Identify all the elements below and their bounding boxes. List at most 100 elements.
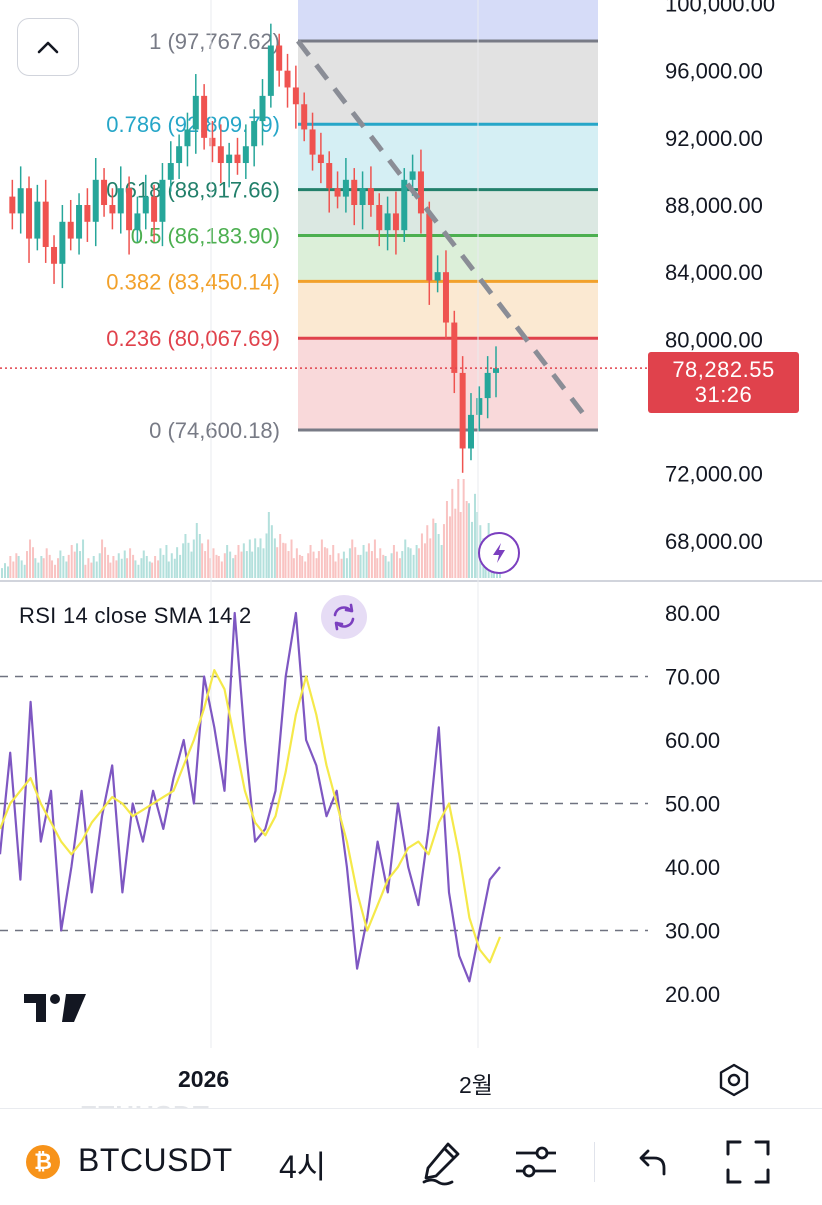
drawing-tool-button[interactable] xyxy=(418,1138,466,1186)
volume-bar xyxy=(390,553,393,578)
volume-bar xyxy=(217,556,220,578)
undo-button[interactable] xyxy=(628,1138,676,1186)
rsi-legend[interactable]: RSI 14 close SMA 14 2 xyxy=(19,603,252,628)
volume-bar xyxy=(307,553,310,578)
volume-bar xyxy=(15,553,18,578)
volume-bar xyxy=(192,539,195,578)
volume-bar xyxy=(12,561,15,578)
volume-bar xyxy=(387,561,390,578)
bitcoin-icon[interactable]: ₿ xyxy=(26,1145,60,1179)
candle-body xyxy=(42,201,49,247)
candle-body xyxy=(326,163,333,189)
fib-level-label: 0.618 (88,917.66) xyxy=(106,178,280,203)
refresh-button[interactable] xyxy=(321,595,367,639)
volume-bar xyxy=(354,547,357,578)
candle-body xyxy=(434,272,441,281)
volume-bar xyxy=(195,523,198,578)
candle-body xyxy=(493,368,499,373)
candle-body xyxy=(376,205,383,231)
fullscreen-button[interactable] xyxy=(724,1138,772,1186)
collapse-panel-button[interactable] xyxy=(17,18,79,76)
candle-body xyxy=(259,95,266,122)
candle-body xyxy=(126,188,133,231)
volume-bar xyxy=(184,534,187,578)
candle-body xyxy=(401,179,408,231)
volume-bar xyxy=(409,548,412,578)
tradingview-logo-mark xyxy=(24,994,86,1022)
volume-bar xyxy=(76,543,79,578)
volume-bar xyxy=(451,488,454,578)
volume-bar xyxy=(157,560,160,578)
settings-button[interactable] xyxy=(716,1062,752,1098)
tradingview-logo[interactable] xyxy=(24,992,86,1029)
volume-bar xyxy=(165,545,168,578)
volume-bar xyxy=(282,542,285,578)
candle-body xyxy=(267,45,274,96)
fullscreen-icon xyxy=(726,1140,770,1184)
volume-bar xyxy=(309,545,312,578)
volume-bar xyxy=(323,547,326,578)
volume-bar xyxy=(134,560,137,578)
bottom-toolbar xyxy=(0,1108,822,1201)
rsi-sma-line xyxy=(0,668,502,964)
candle-body xyxy=(334,188,341,197)
volume-bar xyxy=(240,551,243,578)
candle-body xyxy=(226,154,233,164)
volume-bar xyxy=(440,545,443,578)
volume-bar xyxy=(340,558,343,578)
candle-body xyxy=(26,188,33,239)
price-axis-label: 72,000.00 xyxy=(665,462,763,487)
volume-bar xyxy=(84,564,87,578)
interval-selector[interactable]: 4시 xyxy=(279,1149,327,1185)
volume-bar xyxy=(370,551,373,578)
candle-body xyxy=(392,213,399,231)
volume-bar xyxy=(207,539,210,578)
volume-bar xyxy=(117,553,120,578)
volume-bar xyxy=(362,545,365,578)
volume-bar xyxy=(112,556,115,578)
undo-icon xyxy=(639,1149,666,1176)
volume-bar xyxy=(212,548,215,578)
volume-bar xyxy=(379,548,382,578)
volume-bar xyxy=(442,524,445,578)
volume-bar xyxy=(448,516,451,578)
volume-bar xyxy=(29,539,32,578)
volume-bar xyxy=(345,558,348,578)
candle-body xyxy=(409,171,416,180)
volume-bar xyxy=(159,548,162,578)
volume-bar xyxy=(234,554,237,578)
volume-bar xyxy=(40,556,43,578)
indicators-button[interactable] xyxy=(512,1138,560,1186)
refresh-icon xyxy=(333,603,355,631)
volume-bar xyxy=(242,543,245,578)
volume-bar xyxy=(154,556,157,578)
volume-bar xyxy=(295,548,298,578)
volume-bar xyxy=(259,538,262,578)
volume-bar xyxy=(329,554,332,578)
candle-body xyxy=(426,213,433,281)
volume-bar xyxy=(432,518,435,578)
candle-body xyxy=(292,87,299,105)
volume-bar xyxy=(59,550,62,578)
volume-bar xyxy=(62,556,65,578)
volume-bar xyxy=(57,558,60,578)
trend-line xyxy=(296,39,587,418)
symbol-selector[interactable]: BTCUSDT xyxy=(78,1142,233,1178)
price-axis-label: 92,000.00 xyxy=(665,126,763,151)
fib-band xyxy=(298,189,598,236)
candle-body xyxy=(84,205,91,222)
candle-body xyxy=(17,188,24,214)
volume-bar xyxy=(232,558,235,578)
volume-bar xyxy=(384,556,387,578)
lightning-button[interactable] xyxy=(478,532,520,574)
volume-bar xyxy=(223,553,226,578)
price-axis-label: 68,000.00 xyxy=(665,529,763,554)
volume-bar xyxy=(45,548,48,578)
volume-bar xyxy=(429,538,432,578)
rsi-axis-label: 20.00 xyxy=(665,982,720,1007)
volume-bar xyxy=(292,558,295,578)
rsi-axis-label: 70.00 xyxy=(665,665,720,690)
volume-bar xyxy=(204,551,207,578)
